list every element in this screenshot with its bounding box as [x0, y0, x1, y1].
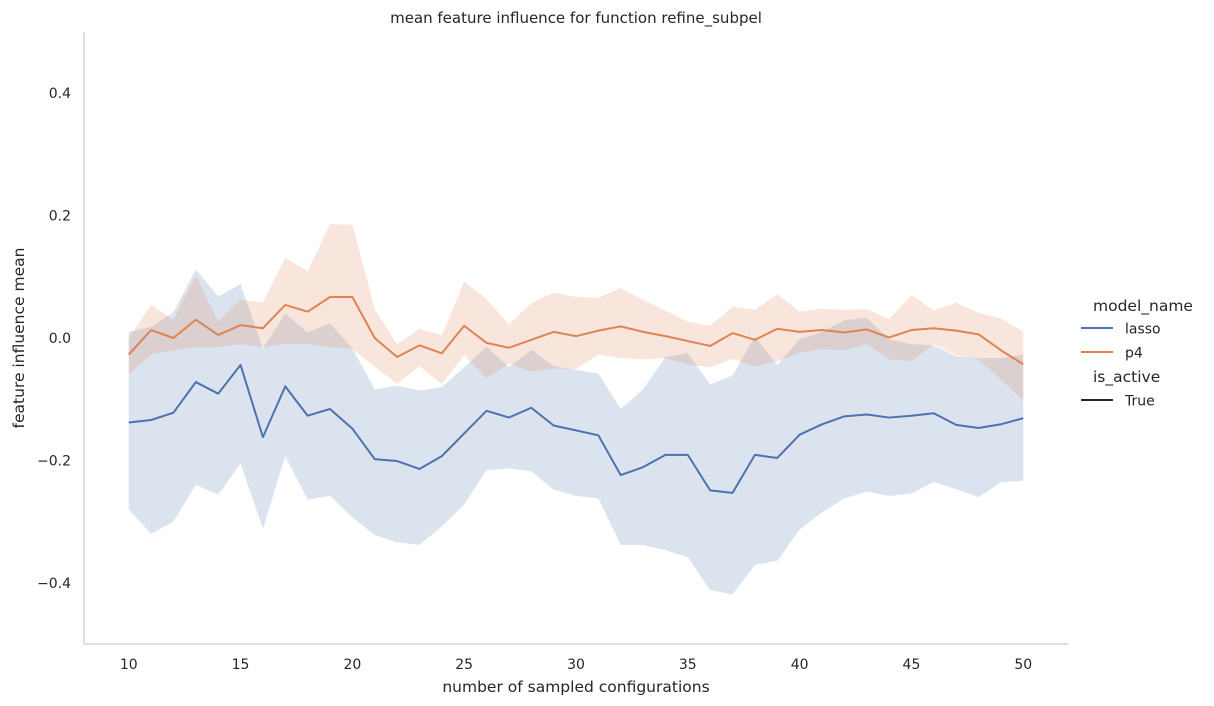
x-tick-label: 10 [120, 657, 138, 673]
series-line-p4 [127, 296, 1024, 366]
y-tick-label: 0.2 [49, 209, 71, 225]
x-tick-label: 45 [903, 657, 921, 673]
legend: model_name lasso p4 is_active True [1081, 297, 1193, 410]
x-tick-label: 30 [567, 657, 585, 673]
y-tick-label: 0.4 [49, 86, 71, 102]
y-tick-labels: −0.4 −0.2 0.0 0.2 0.4 [37, 86, 71, 592]
x-tick-label: 20 [343, 657, 361, 673]
x-tick-label: 40 [791, 657, 809, 673]
chart-title: mean feature influence for function refi… [390, 9, 762, 28]
series-line-lasso [128, 363, 1024, 494]
x-tick-label: 35 [679, 657, 697, 673]
x-tick-label: 50 [1014, 657, 1032, 673]
legend-title-model-name: model_name [1093, 297, 1193, 316]
y-tick-label: −0.2 [37, 453, 71, 469]
legend-item-lasso: lasso [1081, 322, 1161, 338]
x-tick-labels: 10 15 20 25 30 35 40 45 50 [120, 657, 1032, 673]
legend-item-p4: p4 [1081, 346, 1143, 362]
legend-label-p4: p4 [1125, 346, 1143, 362]
legend-label-true: True [1124, 394, 1155, 410]
legend-title-is-active: is_active [1093, 368, 1160, 387]
x-tick-label: 15 [232, 657, 250, 673]
y-tick-label: 0.0 [49, 331, 71, 347]
confidence-band-p4 [128, 224, 1024, 401]
confidence-band-lasso [128, 269, 1024, 595]
y-tick-label: −0.4 [37, 576, 71, 592]
y-axis-label: feature influence mean [10, 248, 28, 429]
x-axis-label: number of sampled configurations [442, 678, 709, 696]
legend-item-true: True [1081, 394, 1155, 410]
series-lines [127, 296, 1024, 494]
legend-label-lasso: lasso [1125, 322, 1161, 338]
x-tick-label: 25 [455, 657, 473, 673]
confidence-bands [128, 224, 1024, 595]
